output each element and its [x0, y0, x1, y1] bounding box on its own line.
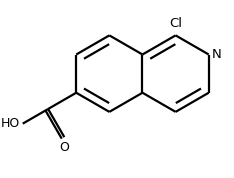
- Text: N: N: [212, 48, 222, 61]
- Text: O: O: [59, 141, 69, 154]
- Text: HO: HO: [1, 117, 20, 130]
- Text: Cl: Cl: [169, 17, 182, 30]
